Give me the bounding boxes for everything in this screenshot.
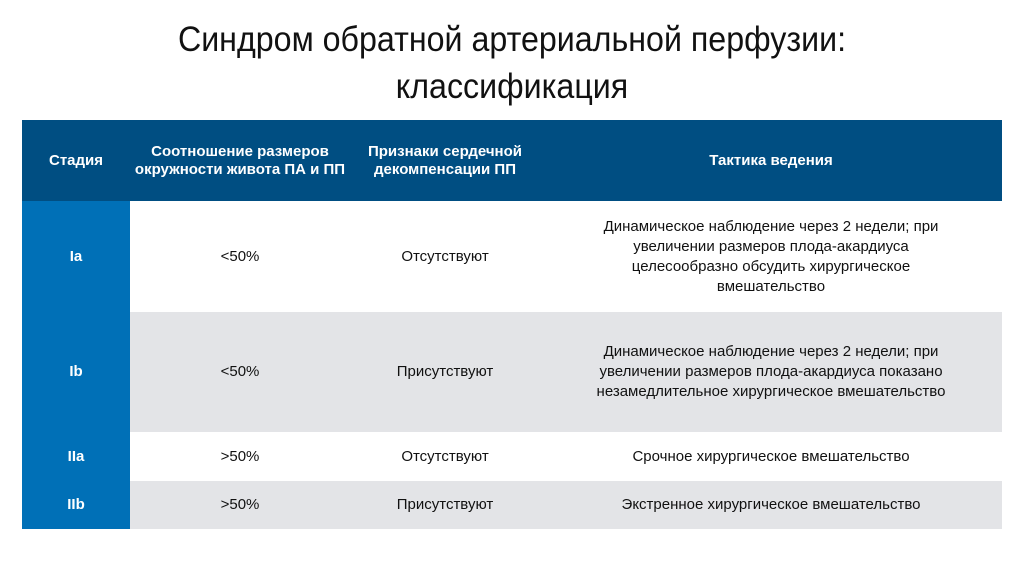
header-stage: Стадия xyxy=(22,120,130,201)
ratio-cell: >50% xyxy=(130,432,350,481)
tactics-cell: Динамическое наблюдение через 2 недели; … xyxy=(540,201,1002,312)
table-row: IIb >50% Присутствуют Экстренное хирурги… xyxy=(22,481,1002,529)
decompensation-cell: Отсутствуют xyxy=(350,201,540,312)
decompensation-cell: Отсутствуют xyxy=(350,432,540,481)
ratio-cell: <50% xyxy=(130,312,350,432)
ratio-cell: >50% xyxy=(130,481,350,529)
tactics-cell: Динамическое наблюдение через 2 недели; … xyxy=(540,312,1002,432)
tactics-cell: Экстренное хирургическое вмешательство xyxy=(540,481,1002,529)
title-line-1: Синдром обратной артериальной перфузии: xyxy=(177,20,847,59)
header-tactics: Тактика ведения xyxy=(540,120,1002,201)
ratio-cell: <50% xyxy=(130,201,350,312)
decompensation-cell: Присутствуют xyxy=(350,312,540,432)
table-row: IIa >50% Отсутствуют Срочное хирургическ… xyxy=(22,432,1002,481)
tactics-cell: Срочное хирургическое вмешательство xyxy=(540,432,1002,481)
stage-cell: IIa xyxy=(22,432,130,481)
stage-cell: Ia xyxy=(22,201,130,312)
slide-title: Синдром обратной артериальной перфузии: … xyxy=(41,16,983,110)
header-ratio: Соотношение размеров окружности живота П… xyxy=(130,120,350,201)
decompensation-cell: Присутствуют xyxy=(350,481,540,529)
title-line-2: классификация xyxy=(395,67,629,106)
table-row: Ib <50% Присутствуют Динамическое наблюд… xyxy=(22,312,1002,432)
table-header-row: Стадия Соотношение размеров окружности ж… xyxy=(22,120,1002,201)
header-decompensation: Признаки сердечной декомпенсации ПП xyxy=(350,120,540,201)
stage-cell: Ib xyxy=(22,312,130,432)
stage-cell: IIb xyxy=(22,481,130,529)
classification-table: Стадия Соотношение размеров окружности ж… xyxy=(22,120,1002,529)
table-row: Ia <50% Отсутствуют Динамическое наблюде… xyxy=(22,201,1002,312)
